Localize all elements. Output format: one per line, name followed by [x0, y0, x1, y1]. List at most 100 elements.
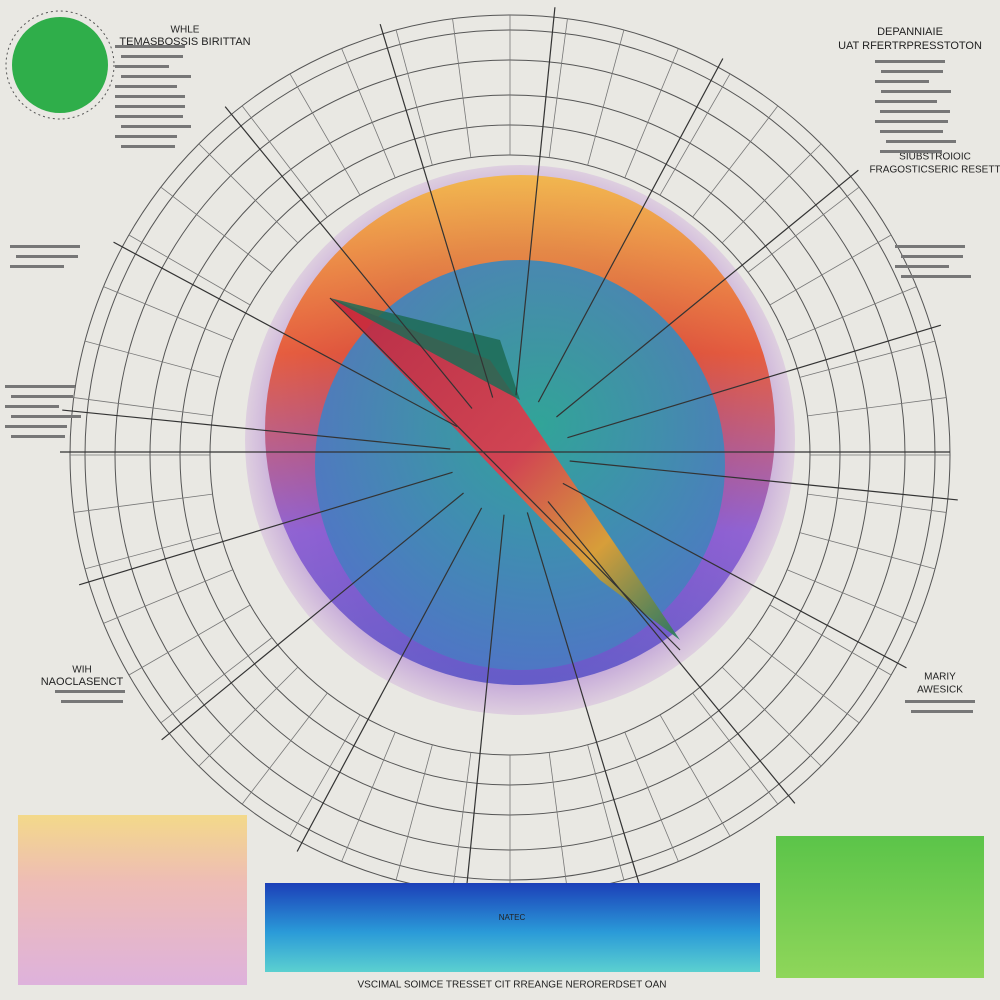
ring-tick [799, 532, 936, 570]
text-line [875, 80, 929, 83]
footer-caption: VSCIMAL SOIMCE TRESSET CIT RREANGE NEROR… [358, 980, 667, 991]
text-line [11, 435, 65, 438]
ring-tick [587, 29, 625, 166]
ring-tick [721, 143, 822, 244]
ring-tick [659, 714, 731, 837]
text-line [886, 140, 956, 143]
ring-tick [289, 714, 361, 837]
pink-panel [18, 815, 247, 985]
text-line [895, 245, 965, 248]
ring-tick [103, 569, 233, 624]
ring-tick [73, 397, 213, 417]
spoke [547, 501, 796, 804]
spoke [567, 324, 942, 439]
text-line [115, 95, 185, 98]
text-line [11, 415, 81, 418]
text-line [55, 690, 125, 693]
ring-tick [128, 604, 251, 676]
ring-tick [692, 105, 779, 218]
spoke [526, 512, 641, 887]
text-line [901, 275, 971, 278]
ring-tick [624, 48, 679, 178]
text-line [881, 90, 951, 93]
ring-tick [160, 186, 273, 273]
label-title: AWESICK [917, 685, 963, 696]
text-line [875, 100, 937, 103]
spoke [569, 460, 958, 501]
dial-ring [5, 10, 115, 120]
label-heading: DEPANNIAIE [877, 26, 943, 38]
text-line [121, 75, 191, 78]
spoke [161, 492, 464, 741]
text-line [5, 405, 59, 408]
text-line [115, 45, 185, 48]
ring-tick [624, 732, 679, 862]
label-subtitle: SIUBSTROIOIC [899, 152, 971, 163]
label-title: TEMASBOSSIS BIRITTAN [119, 36, 250, 48]
ring-tick [289, 73, 361, 196]
text-line [11, 395, 73, 398]
text-line [5, 425, 67, 428]
spoke [78, 471, 453, 586]
text-line [886, 120, 948, 123]
spoke [379, 23, 494, 398]
panel-label: NATEC [499, 913, 526, 922]
ring-tick [395, 29, 433, 166]
ring-tick [341, 732, 396, 862]
green-panel [776, 836, 984, 978]
ring-tick [787, 569, 917, 624]
text-line [875, 60, 945, 63]
ring-tick [452, 752, 472, 892]
ring-tick [395, 744, 433, 881]
ring-tick [548, 752, 568, 892]
ring-tick [769, 234, 892, 306]
text-line [880, 110, 950, 113]
text-line [10, 245, 80, 248]
label-note: FRAGOSTICSERIC RESETT [869, 165, 1000, 176]
ring-tick [198, 143, 299, 244]
text-line [911, 710, 973, 713]
ring-tick [84, 532, 221, 570]
spoke [515, 7, 556, 396]
text-line [16, 255, 78, 258]
text-line [115, 85, 177, 88]
ring-tick [747, 637, 860, 724]
text-line [115, 135, 177, 138]
ring-tick [548, 18, 568, 158]
text-line [880, 130, 934, 133]
text-line [121, 125, 191, 128]
rings [69, 14, 951, 896]
ring-tick [721, 666, 822, 767]
spoke [562, 482, 907, 669]
ring-tick [84, 340, 221, 378]
ring-tick [692, 692, 779, 805]
ring-tick [769, 604, 892, 676]
spoke [537, 58, 724, 403]
ring-tick [128, 234, 251, 306]
label-heading: WIH [72, 665, 91, 676]
spoke [62, 409, 451, 450]
spoke [296, 507, 483, 852]
text-line [5, 385, 75, 388]
spoke [224, 106, 473, 409]
text-line [881, 70, 943, 73]
ring-tick [241, 105, 328, 218]
ring-tick [241, 692, 328, 805]
text-line [905, 700, 975, 703]
ring-tick [73, 493, 213, 513]
label-title: NAOCLASENCT [41, 676, 124, 688]
ring-tick [799, 340, 936, 378]
ring-tick [160, 637, 273, 724]
ring-tick [103, 286, 233, 341]
ring-tick [587, 744, 625, 881]
text-line [121, 55, 183, 58]
text-line [121, 145, 175, 148]
text-line [115, 115, 169, 118]
ring-tick [341, 48, 396, 178]
ring-tick [659, 73, 731, 196]
diagonal [329, 297, 681, 651]
ring-tick [198, 666, 299, 767]
spoke [113, 241, 458, 428]
text-line [61, 700, 123, 703]
